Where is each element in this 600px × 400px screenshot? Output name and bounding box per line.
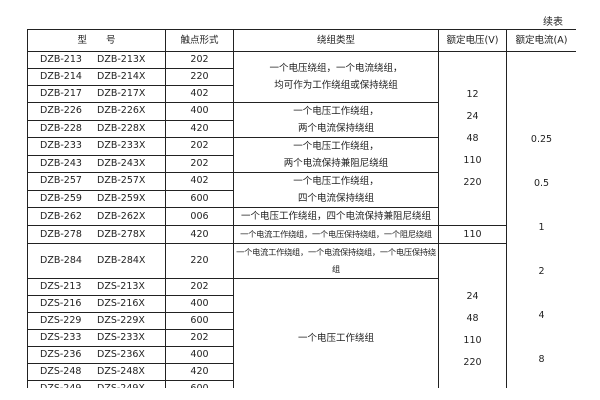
table-row: DZB-259 DZB-259X 600 [27, 189, 577, 208]
table-row: DZB-228 DZB-228X 420 [27, 119, 577, 138]
contact-cell: 202 [165, 278, 234, 296]
contact-cell: 400 [165, 295, 234, 313]
table-row: DZS-236 DZS-236X 400 [27, 346, 577, 364]
contact-cell: 600 [165, 380, 234, 388]
model-cell: DZB-213 DZB-213X [27, 51, 166, 69]
winding-cell: 一个电流工作绕组，一个电压保持绕组，一个阻尼绕组 [233, 225, 439, 244]
model-cell: DZS-248 DZS-248X [27, 363, 166, 381]
table-row: DZB-278 DZB-278X 420 一个电流工作绕组，一个电压保持绕组，一个阻尼… [27, 225, 577, 244]
contact-cell: 202 [165, 51, 234, 69]
table-row: DZB-217 DZB-217X 402 [27, 85, 577, 103]
header-current: 额定电流(A) [506, 29, 576, 52]
model-cell: DZB-217 DZB-217X [27, 85, 166, 103]
model-cell: DZB-278 DZB-278X [27, 225, 166, 244]
contact-cell: 202 [165, 154, 234, 173]
model-cell: DZB-259 DZB-259X [27, 189, 166, 208]
model-cell: DZS-229 DZS-229X [27, 312, 166, 330]
table-row: DZS-233 DZS-233X 202 [27, 329, 577, 347]
model-cell: DZS-216 DZS-216X [27, 295, 166, 313]
header-model: 型 号 [27, 29, 166, 52]
header-contact: 触点形式 [165, 29, 234, 52]
winding-cell: 一个电压工作绕组，四个电流保持兼阻尼绕组 [233, 207, 439, 226]
model-cell: DZB-284 DZB-284X [27, 243, 166, 279]
table-row: DZB-213 DZB-213X 202 一个电压绕组，一个电流绕组， 均可作为工作绕组… [27, 51, 576, 388]
model-cell: DZS-233 DZS-233X [27, 329, 166, 347]
model-cell: DZS-236 DZS-236X [27, 346, 166, 364]
contact-cell: 420 [165, 225, 234, 244]
table-row: DZS-249DZS-249X600 [27, 380, 577, 388]
table-row: DZS-248 DZS-248X 420 [27, 363, 577, 381]
model-cell: DZB-257 DZB-257X [27, 172, 166, 191]
contact-cell: 402 [165, 172, 234, 191]
contact-cell: 420 [165, 119, 234, 138]
contact-cell: 600 [165, 189, 234, 208]
model-cell: DZS-213 DZS-213X [27, 278, 166, 296]
model-cell: DZB-228 DZB-228X [27, 119, 166, 138]
contact-cell: 600 [165, 312, 234, 330]
header-winding: 绕组类型 [233, 29, 439, 52]
voltage-cell: 110 [438, 225, 507, 244]
model-cell: DZS-249DZS-249X [27, 380, 166, 388]
model-cell: DZB-214 DZB-214X [27, 68, 166, 86]
winding-cell: 一个电压绕组，一个电流绕组， 均可作为工作绕组或保持绕组 [233, 51, 439, 103]
winding-cell: 一个电流工作绕组，一个电流保持绕组，一个电压保持绕组 [233, 243, 439, 279]
contact-cell: 220 [165, 243, 234, 279]
winding-cell: 一个电压工作绕组， 两个电流保持兼阻尼绕组 [233, 137, 439, 173]
table-row: DZB-284 DZB-284X 220 一个电流工作绕组，一个电流保持绕组，一个电压… [27, 243, 577, 388]
contact-cell: 202 [165, 137, 234, 156]
relay-spec-table: 型 号 触点形式 绕组类型 额定电压(V) 额定电流(A) DZB-213 DZB… [27, 29, 576, 388]
contact-cell: 420 [165, 363, 234, 381]
voltage-cell: 12 24 48 110 220 [438, 51, 507, 226]
contact-cell: 402 [165, 85, 234, 103]
contact-cell: 400 [165, 346, 234, 364]
current-cell: 0.25 0.5 1 2 4 8 [506, 51, 576, 388]
table-row: DZS-216 DZS-216X 400 [27, 295, 577, 313]
winding-cell: 一个电压工作绕组 [233, 278, 439, 388]
table-row: DZB-262 DZB-262X 006 一个电压工作绕组，四个电流保持兼阻尼绕组 [27, 207, 577, 226]
contact-cell: 202 [165, 329, 234, 347]
contact-cell: 006 [165, 207, 234, 226]
table-row: DZB-226 DZB-226X 400 一个电压工作绕组， 两个电流保持绕组 [27, 102, 577, 138]
contact-cell: 220 [165, 68, 234, 86]
table-row: DZB-243 DZB-243X 202 [27, 154, 577, 173]
voltage-cell: 24 48 110 220 [438, 243, 507, 388]
model-cell: DZB-243 DZB-243X [27, 154, 166, 173]
model-cell: DZB-226 DZB-226X [27, 102, 166, 121]
winding-cell: 一个电压工作绕组， 两个电流保持绕组 [233, 102, 439, 138]
model-cell: DZB-233 DZB-233X [27, 137, 166, 156]
header-voltage: 额定电压(V) [438, 29, 507, 52]
contact-cell: 400 [165, 102, 234, 121]
model-cell: DZB-262 DZB-262X [27, 207, 166, 226]
winding-cell: 一个电压工作绕组， 四个电流保持绕组 [233, 172, 439, 208]
table-row: DZS-213 DZS-213X 202 一个电压工作绕组 [27, 278, 577, 388]
